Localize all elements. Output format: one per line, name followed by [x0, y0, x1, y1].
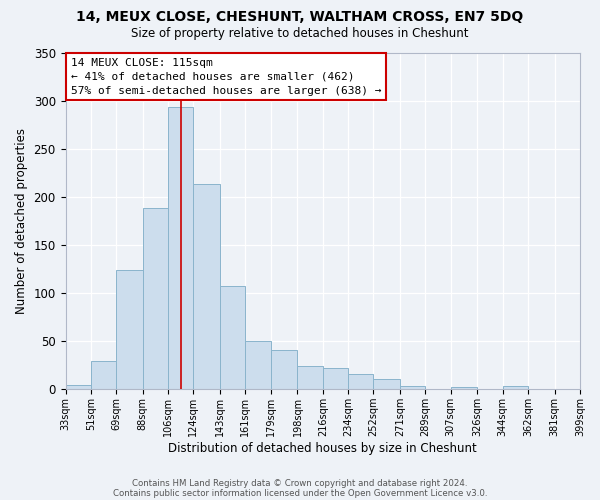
- Bar: [193, 184, 220, 390]
- Bar: [503, 386, 528, 390]
- Bar: [451, 388, 478, 390]
- Text: Size of property relative to detached houses in Cheshunt: Size of property relative to detached ho…: [131, 28, 469, 40]
- Text: Contains public sector information licensed under the Open Government Licence v3: Contains public sector information licen…: [113, 488, 487, 498]
- Bar: [323, 368, 348, 390]
- Bar: [116, 270, 143, 390]
- Bar: [271, 350, 298, 390]
- Bar: [91, 362, 116, 390]
- Bar: [298, 366, 323, 390]
- X-axis label: Distribution of detached houses by size in Cheshunt: Distribution of detached houses by size …: [169, 442, 477, 455]
- Bar: [400, 386, 425, 390]
- Bar: [245, 341, 271, 390]
- Text: 14, MEUX CLOSE, CHESHUNT, WALTHAM CROSS, EN7 5DQ: 14, MEUX CLOSE, CHESHUNT, WALTHAM CROSS,…: [76, 10, 524, 24]
- Bar: [143, 208, 168, 390]
- Text: Contains HM Land Registry data © Crown copyright and database right 2024.: Contains HM Land Registry data © Crown c…: [132, 478, 468, 488]
- Bar: [348, 374, 373, 390]
- Text: 14 MEUX CLOSE: 115sqm
← 41% of detached houses are smaller (462)
57% of semi-det: 14 MEUX CLOSE: 115sqm ← 41% of detached …: [71, 58, 381, 96]
- Bar: [168, 108, 193, 390]
- Bar: [65, 386, 91, 390]
- Bar: [220, 286, 245, 390]
- Bar: [373, 378, 400, 390]
- Y-axis label: Number of detached properties: Number of detached properties: [15, 128, 28, 314]
